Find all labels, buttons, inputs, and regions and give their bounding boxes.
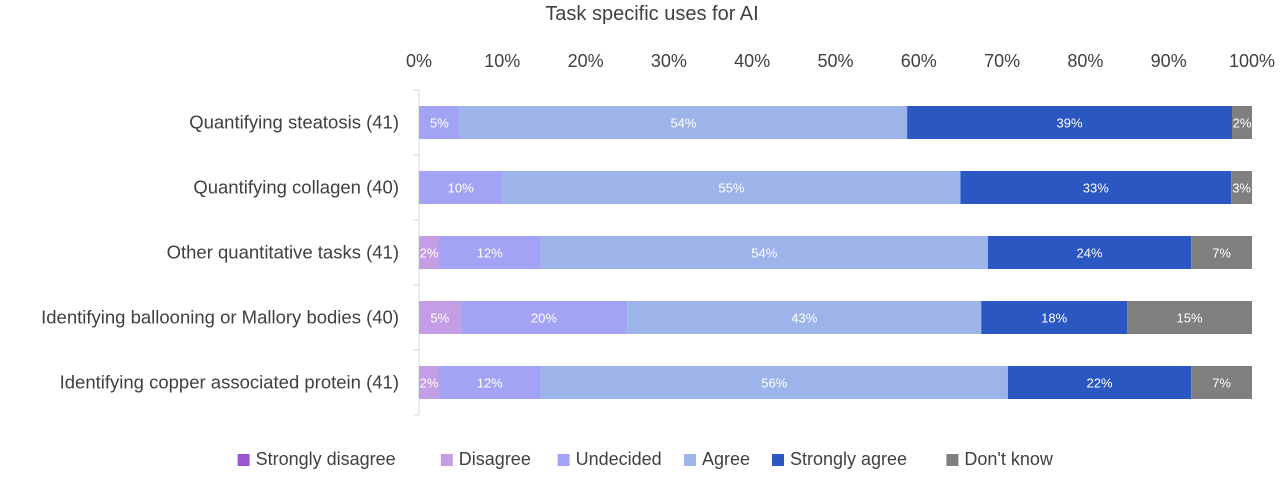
bar-segment [419,236,439,269]
legend-swatch [237,454,250,466]
bar-segment [419,301,461,334]
data-label: 56% [761,376,787,391]
bar-segment [419,366,439,399]
x-tick-label: 20% [568,51,604,71]
bar-segment [438,366,541,399]
legend-swatch [440,454,453,466]
bar-segment [627,301,982,334]
x-tick-label: 90% [1151,51,1187,71]
legend-swatch [684,454,696,466]
bar-segment [907,106,1233,139]
data-label: 7% [1212,376,1231,391]
data-label: 15% [1177,311,1203,326]
data-label: 5% [430,116,449,131]
legend-swatch [557,454,570,466]
bar-segment [987,236,1192,269]
data-label: 5% [430,311,449,326]
chart-title: Task specific uses for AI [545,3,758,25]
bar-segment [460,301,628,334]
x-tick-label: 30% [651,51,687,71]
legend-label: Disagree [459,449,531,469]
bar-segment [1127,301,1252,334]
category-label: Quantifying steatosis (41) [189,112,399,133]
data-label: 55% [718,181,744,196]
data-label: 2% [420,376,439,391]
legend-swatch [946,454,959,466]
data-label: 22% [1087,376,1113,391]
data-label: 2% [420,246,439,261]
legend-label: Strongly disagree [256,449,396,469]
x-tick-label: 0% [406,51,432,71]
data-label: 54% [670,116,696,131]
category-label: Identifying copper associated protein (4… [60,372,399,393]
bar-segment [419,106,460,139]
bar-segment [1191,236,1252,269]
bar-segment [1007,366,1192,399]
data-label: 10% [448,181,474,196]
data-label: 43% [791,311,817,326]
category-label: Other quantitative tasks (41) [167,242,399,263]
bar-segment [1232,106,1252,139]
bar-segment [1191,366,1252,399]
category-axis-ticks [413,89,419,416]
x-tick-label: 10% [484,51,520,71]
bar-segment [540,366,1008,399]
legend-label: Don't know [964,449,1053,469]
legend-swatch [772,454,784,466]
data-label: 33% [1083,181,1109,196]
bar-segment [502,171,961,204]
category-labels: Quantifying steatosis (41) Quantifying co… [41,112,399,393]
data-label: 12% [477,376,503,391]
x-tick-label: 80% [1067,51,1103,71]
data-label: 18% [1041,311,1067,326]
category-label: Identifying ballooning or Mallory bodies… [41,307,399,328]
data-label: 2% [1233,116,1252,131]
legend-label: Agree [702,449,750,469]
x-tick-label: 50% [817,51,853,71]
data-label: 54% [751,246,777,261]
data-label: 12% [477,246,503,261]
data-label: 39% [1057,116,1083,131]
bar-segment [438,236,541,269]
bar-segments [419,106,1252,399]
bar-segment [960,171,1232,204]
bar-segment [540,236,988,269]
x-tick-label: 40% [734,51,770,71]
data-labels: 5% 54% 39% 2% 10% 55% 33% 3% 2% 12% 54% 24% 7% 5% 20% 4… [420,116,1252,391]
data-label: 20% [531,311,557,326]
data-label: 24% [1077,246,1103,261]
category-label: Quantifying collagen (40) [193,177,399,198]
bar-segment [1231,171,1252,204]
x-tick-label: 100% [1229,51,1275,71]
data-label: 3% [1232,181,1251,196]
bar-segment [419,171,503,204]
bar-segment [981,301,1128,334]
x-tick-label: 70% [984,51,1020,71]
legend-label: Undecided [576,449,662,469]
x-axis-ticks: 0% 10% 20% 30% 40% 50% 60% 70% 80% 90% 100% [406,51,1275,71]
x-tick-label: 60% [901,51,937,71]
legend: Strongly disagree Disagree Undecided Agree S… [237,449,1054,469]
legend-label: Strongly agree [790,449,907,469]
data-label: 7% [1212,246,1231,261]
bar-segment [459,106,908,139]
